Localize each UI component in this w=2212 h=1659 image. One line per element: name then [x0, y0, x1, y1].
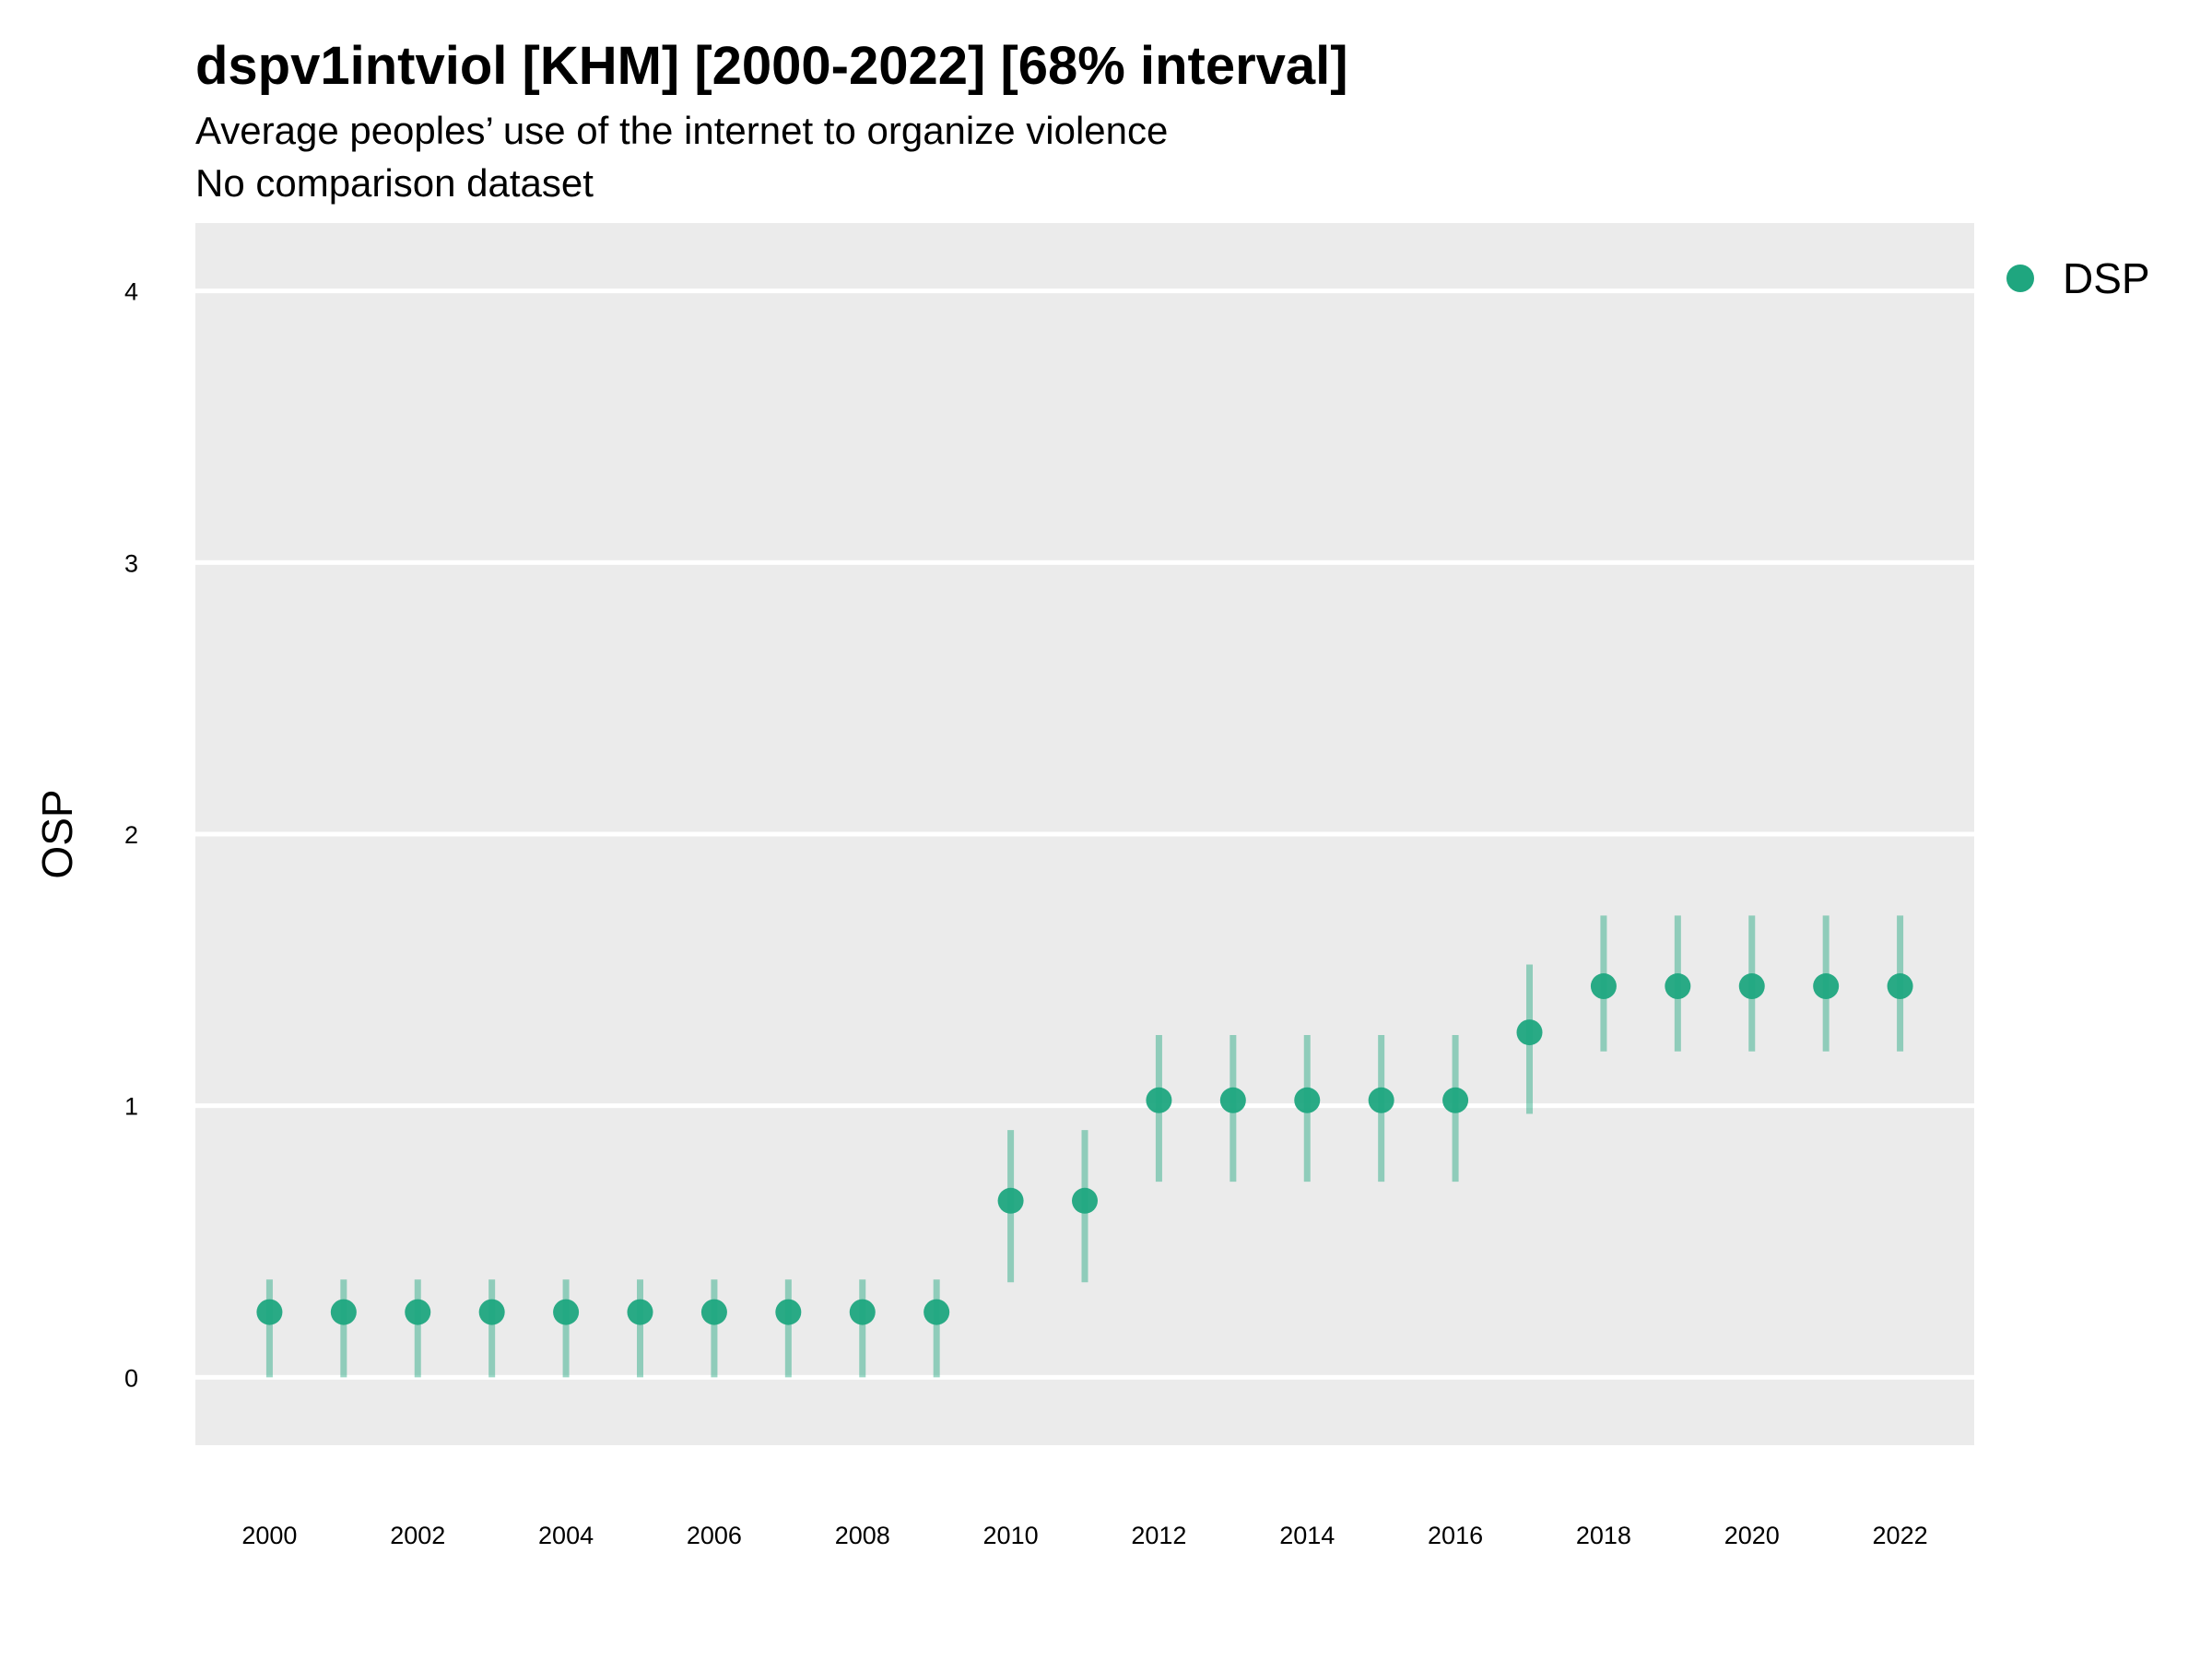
data-point-2004: [553, 1299, 580, 1325]
chart-subtitle-comparison: No comparison dataset: [195, 161, 594, 205]
y-axis-title: OSP: [33, 789, 81, 878]
data-point-2010: [997, 1187, 1024, 1214]
data-point-2000: [256, 1299, 283, 1325]
data-point-2015: [1368, 1087, 1394, 1113]
data-point-2020: [1738, 973, 1765, 1000]
data-point-2017: [1516, 1019, 1543, 1046]
gridlines: [195, 288, 1974, 1380]
data-point-2011: [1072, 1187, 1098, 1214]
x-tick-label: 2008: [835, 1522, 890, 1549]
legend: DSP: [2006, 254, 2150, 302]
y-axis-tick-labels: 0 1 2 3 4: [124, 278, 138, 1393]
data-point-2001: [330, 1299, 357, 1325]
x-tick-label: 2004: [538, 1522, 594, 1549]
data-point-2003: [478, 1299, 505, 1325]
data-points: [256, 973, 1913, 1325]
chart-title: dspv1intviol [KHM] [2000-2022] [68% inte…: [195, 36, 1348, 96]
x-tick-label: 2006: [687, 1522, 742, 1549]
data-point-2021: [1813, 973, 1840, 1000]
legend-swatch-dsp: [2006, 265, 2034, 292]
x-tick-label: 2020: [1724, 1522, 1780, 1549]
x-tick-label: 2000: [241, 1522, 297, 1549]
y-tick-label: 4: [124, 278, 138, 306]
data-point-2013: [1219, 1087, 1246, 1113]
data-point-2022: [1887, 973, 1913, 1000]
data-point-2005: [627, 1299, 653, 1325]
x-tick-label: 2010: [983, 1522, 1039, 1549]
data-point-2014: [1294, 1087, 1321, 1113]
chart-subtitle: Average peoples’ use of the internet to …: [195, 109, 1169, 152]
legend-label-dsp: DSP: [2063, 254, 2150, 302]
data-point-2006: [700, 1299, 727, 1325]
data-point-2008: [849, 1299, 876, 1325]
y-tick-label: 0: [124, 1364, 138, 1392]
x-tick-label: 2012: [1131, 1522, 1186, 1549]
x-axis-tick-labels: 2000 2002 2004 2006 2008 2010 2012 2014 2016 2018…: [241, 1522, 1927, 1549]
data-point-2002: [405, 1299, 431, 1325]
data-point-2019: [1665, 973, 1691, 1000]
y-tick-label: 1: [124, 1093, 138, 1121]
data-point-2018: [1590, 973, 1617, 1000]
data-point-2016: [1442, 1087, 1469, 1113]
x-tick-label: 2014: [1279, 1522, 1335, 1549]
data-point-2009: [924, 1299, 950, 1325]
y-tick-label: 3: [124, 549, 138, 577]
x-tick-label: 2022: [1873, 1522, 1928, 1549]
x-tick-label: 2016: [1428, 1522, 1483, 1549]
y-tick-label: 2: [124, 821, 138, 849]
x-tick-label: 2018: [1576, 1522, 1631, 1549]
data-point-2007: [775, 1299, 802, 1325]
data-point-2012: [1146, 1087, 1172, 1113]
x-tick-label: 2002: [390, 1522, 445, 1549]
